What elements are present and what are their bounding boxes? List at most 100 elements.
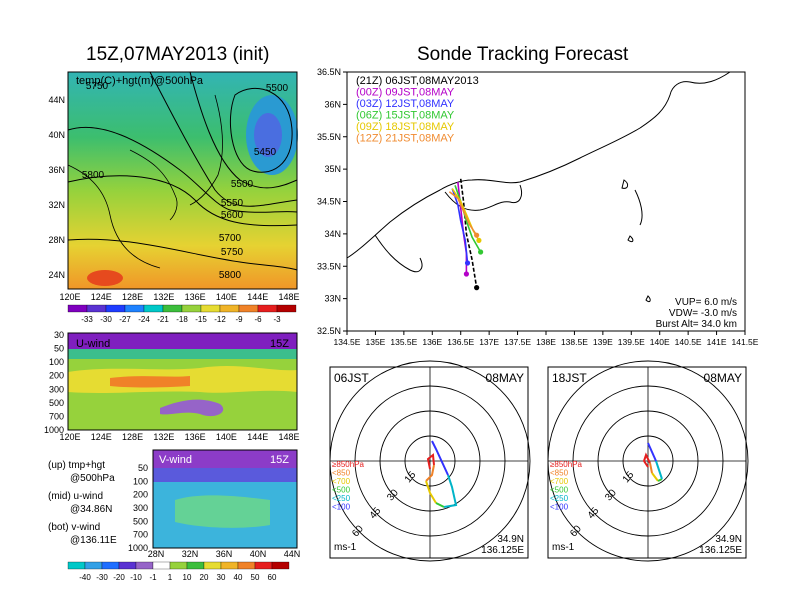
tracking-x-tick-label: 139.5E [618,337,645,347]
u-wind-y-ticks: 30 50 100 200 300 500 700 1000 [44,330,64,435]
v-wind-panel: V-wind 15Z 28N 32N 36N 40N 44N 5010020030050… [67,449,301,582]
contour-label: 5550 [221,198,244,209]
colorbar-label: 30 [217,573,226,582]
contour-5750-line [67,238,298,271]
temp-x-tick-label: 148E [278,292,299,302]
u-wind-x-tick-label: 136E [185,432,206,442]
u-wind-x-tick-label: 128E [122,432,143,442]
temp-hgt-frame [67,71,298,290]
colorbar-swatch [135,561,154,570]
v-wind-y-tick-label: 50 [138,463,148,473]
tracking-x-tick-label: 134.5E [334,337,361,347]
v-wind-y-ticks: 50 100 200 300 500 700 1000 [128,463,148,553]
track-endpoint [463,271,469,277]
contour-label: 5800 [219,270,242,281]
tracking-y-tick-label: 34.5N [317,197,341,207]
hodograph-lat: 34.9N [497,534,524,545]
tracking-x-tick-label: 135.5E [390,337,417,347]
colorbar-label: -15 [195,315,207,324]
u-wind-y-tick-label: 500 [49,398,64,408]
colorbar-swatch [219,304,240,313]
colorbar-label: -12 [214,315,226,324]
note-bot-2: @136.11E [70,535,117,546]
note-up-1: (up) tmp+hgt [48,460,105,471]
v-wind-y-tick-label: 300 [133,503,148,513]
temp-x-tick-label: 132E [153,292,174,302]
u-wind-x-ticks: 120E 124E 128E 132E 136E 140E 144E 148E [59,432,299,442]
colorbar-label: -30 [96,573,108,582]
legend-entry: (00Z) 09JST,08MAY [356,87,455,99]
colorbar-swatch [105,304,126,313]
colorbar-swatch [203,561,222,570]
u-wind-band-2 [68,349,297,359]
colorbar-swatch [67,304,88,313]
hodograph-legend-entry: <700 [550,477,569,486]
tracking-x-tick-label: 140E [650,337,670,347]
v-wind-x-tick-label: 44N [284,549,301,559]
hodograph-legend-entry: <250 [550,494,569,503]
u-wind-y-tick-label: 200 [49,371,64,381]
colorbar-label: 40 [234,573,243,582]
colorbar-swatch [101,561,120,570]
note-mid-1: (mid) u-wind [48,491,103,502]
colorbar-swatch [271,561,290,570]
colorbar-label: -10 [130,573,142,582]
hodograph-legend-entry: <700 [332,477,351,486]
hodograph-date: 08MAY [486,371,524,385]
coastline-china [67,164,161,269]
temp-hgt-x-ticks: 120E 124E 128E 132E 136E 140E 144E 148E [59,292,299,302]
tracking-x-tick-label: 141.5E [732,337,759,347]
colorbar-label: -18 [176,315,188,324]
hodograph-trace [425,480,437,504]
cold-core-inner [254,113,282,157]
tracking-x-tick-label: 139E [593,337,613,347]
colorbar-swatch [143,304,164,313]
colorbar-swatch [237,561,256,570]
hodograph-legend-entry: <500 [332,486,351,495]
v-wind-title: V-wind [159,454,192,466]
colorbar-label: -21 [157,315,169,324]
contour-label: 5450 [254,147,277,158]
tracking-y-tick-label: 34N [324,229,341,239]
tracking-y-tick-label: 36N [324,99,341,109]
colorbar-swatch [238,304,259,313]
contour-5500-line [189,71,298,189]
v-wind-x-tick-label: 40N [250,549,267,559]
legend-entry: (06Z) 15JST,08MAY [356,110,455,122]
tracking-legend: (21Z) 06JST,08MAY2013(00Z) 09JST,08MAY(0… [356,75,479,145]
temp-hgt-panel: temp(C)+hgt(m)@500hPa 5750 5500 5450 5800 55… [48,71,300,324]
hodograph-trace [431,440,449,476]
track-endpoint [464,260,471,266]
temp-y-tick-label: 36N [48,165,65,175]
panel-notes: (up) tmp+hgt @500hPa (mid) u-wind @34.86… [48,460,117,546]
contour-label: 5750 [221,247,244,258]
tracking-frame [346,71,746,332]
hodograph-legend-entry: <100 [550,503,569,512]
contour-label: 5500 [266,83,289,94]
u-wind-y-tick-label: 50 [54,344,64,354]
colorbar-swatch [67,561,86,570]
u-wind-x-tick-label: 120E [59,432,80,442]
tracking-panel: 134.5E 135E 135.5E 136E 136.5E 137E 137.5E 138E… [317,67,759,347]
hodograph-legend-entry: <250 [332,494,351,503]
island-1 [621,179,629,189]
temp-hgt-title: temp(C)+hgt(m)@500hPa [76,75,204,87]
tracking-x-tick-label: 137.5E [504,337,531,347]
tracking-y-tick-label: 36.5N [317,67,341,77]
colorbar-swatch [200,304,221,313]
temp-x-tick-label: 140E [216,292,237,302]
info-vdw: VDW= -3.0 m/s [669,308,737,319]
colorbar-label: 1 [168,573,173,582]
u-wind-x-tick-label: 148E [278,432,299,442]
hodograph-date: 08MAY [704,371,742,385]
hodograph-time: 06JST [334,371,369,385]
colorbar-swatch [124,304,145,313]
legend-entry: (03Z) 12JST,08MAY [356,98,455,110]
hodograph-legend-entry: ≥850hPa [550,460,583,469]
hodograph-lat: 34.9N [715,534,742,545]
colorbar-label: -40 [79,573,91,582]
v-wind-band-2 [153,468,297,482]
v-wind-y-tick-label: 200 [133,490,148,500]
hodograph-units: ms-1 [552,542,575,553]
